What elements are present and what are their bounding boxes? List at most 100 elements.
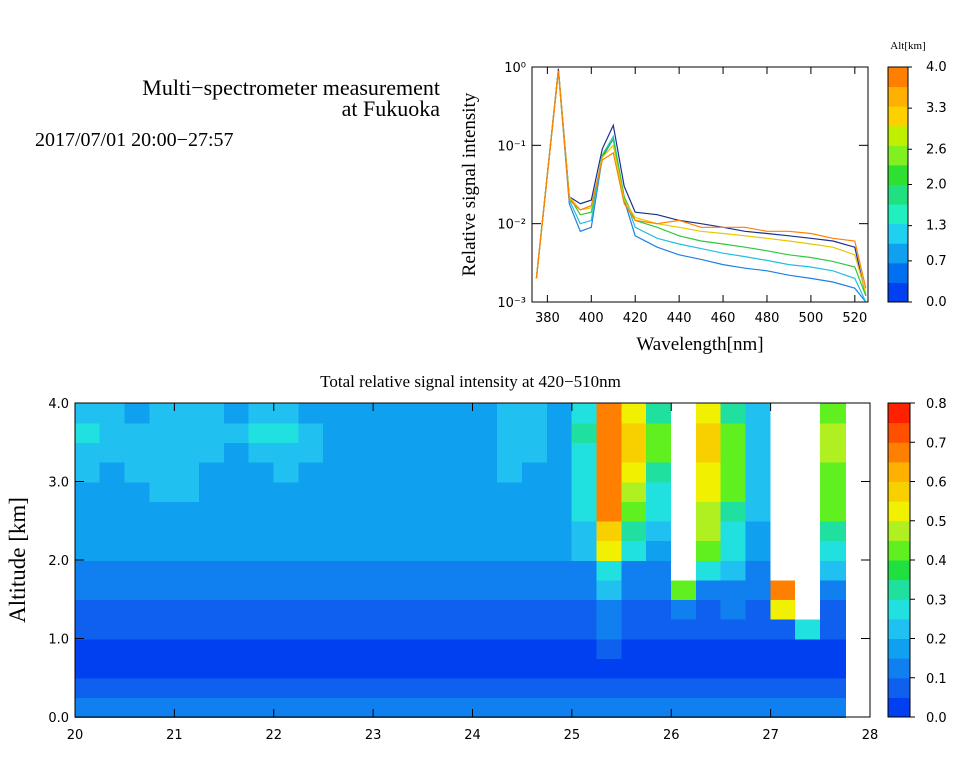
heatmap-cell bbox=[497, 579, 523, 600]
colorbar-tick-label: 0.0 bbox=[926, 295, 947, 310]
heatmap-cell bbox=[372, 599, 399, 620]
heatmap-cell bbox=[149, 599, 176, 620]
x-tick-label: 26 bbox=[663, 728, 680, 743]
heatmap-cell bbox=[298, 500, 325, 522]
heatmap-cell bbox=[770, 520, 797, 542]
heatmap-cell bbox=[447, 442, 474, 463]
heatmap-cell bbox=[795, 697, 822, 718]
heatmap-cell bbox=[472, 559, 499, 581]
heatmap-cell bbox=[298, 638, 325, 659]
heatmap-cell bbox=[198, 481, 225, 502]
heatmap-cell bbox=[198, 540, 225, 561]
heatmap-cell bbox=[521, 579, 548, 600]
colorbar-tick-label: 2.6 bbox=[926, 142, 947, 157]
heatmap-cell bbox=[695, 657, 722, 679]
heatmap-cell bbox=[348, 520, 374, 542]
heatmap-cell bbox=[596, 500, 623, 522]
heatmap-cell bbox=[472, 520, 499, 542]
heatmap-cell bbox=[671, 638, 697, 659]
heatmap-cell bbox=[149, 422, 176, 443]
heatmap-cell bbox=[99, 500, 126, 522]
heatmap-cell bbox=[695, 442, 722, 463]
heatmap-cell bbox=[671, 540, 697, 561]
heatmap-cell bbox=[596, 540, 623, 561]
heatmap-cell bbox=[770, 599, 797, 620]
heatmap-cell bbox=[646, 559, 672, 581]
heatmap-cell bbox=[323, 599, 350, 620]
heatmap-cell bbox=[397, 579, 424, 600]
heatmap-cell bbox=[472, 618, 499, 640]
heatmap-cell bbox=[621, 481, 648, 502]
colorbar-band bbox=[888, 442, 910, 463]
heatmap-cell bbox=[422, 559, 449, 581]
heatmap-cell bbox=[124, 540, 151, 561]
heatmap-cell bbox=[149, 442, 176, 463]
heatmap-cell bbox=[646, 697, 672, 718]
colorbar-band bbox=[888, 461, 910, 482]
heatmap-cell bbox=[149, 461, 176, 483]
heatmap-cell bbox=[149, 618, 176, 640]
heatmap-cell bbox=[223, 677, 250, 699]
x-tick-label: 520 bbox=[842, 311, 867, 326]
heatmap-cell bbox=[596, 677, 623, 699]
spectrum-line bbox=[535, 70, 867, 297]
heatmap-cell bbox=[372, 697, 399, 718]
heatmap-cell bbox=[820, 520, 846, 542]
heatmap-cell bbox=[149, 481, 176, 502]
x-tick-label: 24 bbox=[464, 728, 481, 743]
heatmap-cell bbox=[820, 677, 846, 699]
heatmap-cell bbox=[273, 657, 300, 679]
heatmap-cell bbox=[248, 599, 275, 620]
heatmap-cell bbox=[596, 461, 623, 483]
heatmap-cell bbox=[372, 461, 399, 483]
heatmap-cell bbox=[770, 677, 797, 699]
heatmap-cell bbox=[521, 657, 548, 679]
heatmap-cell bbox=[621, 422, 648, 443]
heatmap-cell bbox=[74, 599, 101, 620]
heatmap-cell bbox=[646, 677, 672, 699]
heatmap-cell bbox=[720, 540, 747, 561]
heatmap-cell bbox=[298, 461, 325, 483]
heatmap-cell bbox=[546, 520, 573, 542]
heatmap-cell bbox=[745, 618, 772, 640]
heatmap-cell bbox=[223, 638, 250, 659]
heatmap-cell bbox=[820, 579, 846, 600]
heatmap-cell bbox=[646, 540, 672, 561]
heatmap-cell bbox=[372, 657, 399, 679]
heatmap-cell bbox=[820, 599, 846, 620]
heatmap-cell bbox=[720, 618, 747, 640]
heatmap-cell bbox=[248, 442, 275, 463]
heatmap-cell bbox=[74, 402, 101, 424]
heatmap-cell bbox=[372, 540, 399, 561]
heatmap-cell bbox=[497, 461, 523, 483]
heatmap-cell bbox=[372, 638, 399, 659]
heatmap-cell bbox=[546, 559, 573, 581]
heatmap-cell bbox=[124, 657, 151, 679]
heatmap-cell bbox=[149, 677, 176, 699]
heatmap-cell bbox=[223, 559, 250, 581]
heatmap-cell bbox=[671, 422, 697, 443]
heatmap-cell bbox=[671, 599, 697, 620]
heatmap-cell bbox=[521, 500, 548, 522]
heatmap-cell bbox=[298, 677, 325, 699]
heatmap-cell bbox=[223, 422, 250, 443]
heatmap-cell bbox=[223, 540, 250, 561]
heatmap-cell bbox=[124, 461, 151, 483]
heatmap-cell bbox=[397, 402, 424, 424]
heatmap-cell bbox=[497, 540, 523, 561]
heatmap-cell bbox=[646, 638, 672, 659]
heatmap-cell bbox=[298, 657, 325, 679]
heatmap-cell bbox=[745, 657, 772, 679]
heatmap-cell bbox=[99, 481, 126, 502]
heatmap-cell bbox=[422, 638, 449, 659]
colorbar-band bbox=[888, 106, 908, 127]
heatmap-cell bbox=[248, 520, 275, 542]
heatmap-cell bbox=[198, 638, 225, 659]
heatmap-cell bbox=[223, 599, 250, 620]
heatmap-cell bbox=[397, 461, 424, 483]
heatmap-cell bbox=[174, 442, 200, 463]
heatmap-cell bbox=[447, 500, 474, 522]
heatmap-cell bbox=[720, 697, 747, 718]
heatmap-cell bbox=[521, 559, 548, 581]
spectrum-line bbox=[535, 70, 867, 303]
